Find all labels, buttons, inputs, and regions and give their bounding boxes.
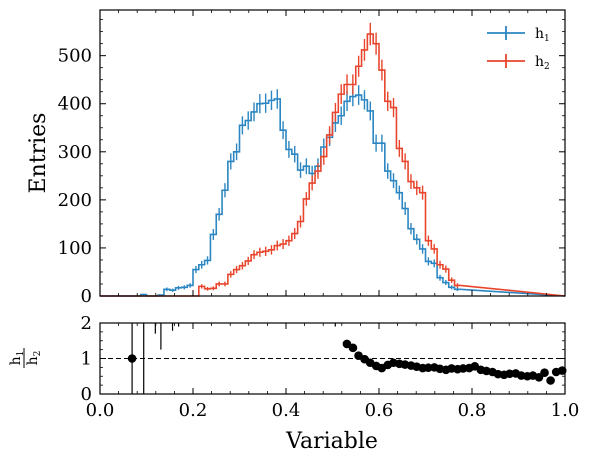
x-tick-label: 0.2: [179, 400, 208, 421]
ratio-point: [540, 368, 549, 378]
entries-axis-label: Entries: [26, 113, 51, 194]
series-1-step: [100, 94, 566, 297]
series-2-step: [100, 33, 566, 297]
ratio-y-tick-label: 2: [81, 313, 92, 334]
x-tick-label: 1.0: [551, 400, 580, 421]
ratio-panel: 012 0.0 0.2 0.4 0.6 0.8 1.0 Variable h1 h2: [8, 313, 579, 454]
legend: h1 h2: [487, 26, 550, 72]
ratio-axis-label: h1 h2: [8, 348, 43, 368]
svg-text:h2: h2: [25, 351, 43, 366]
y-tick-label: 300: [58, 142, 92, 163]
ratio-y-tick-label: 1: [81, 349, 92, 370]
legend-label-h2: h: [535, 54, 544, 70]
histogram-axes-frame: [99, 9, 566, 297]
ratio-denominator-sub: 2: [33, 351, 43, 357]
ratio-axes-frame: [99, 322, 566, 395]
x-tick-label: 0.8: [458, 400, 487, 421]
y-tick-label: 500: [58, 46, 92, 67]
legend-label-h2-sub: 2: [544, 62, 550, 72]
x-tick-label: 0.4: [272, 400, 301, 421]
ratio-y-tick-label: 0: [81, 384, 92, 405]
y-tick-label: 400: [58, 94, 92, 115]
ratio-point: [127, 354, 137, 363]
variable-axis-label: Variable: [285, 429, 378, 454]
x-tick-label: 0.6: [365, 400, 394, 421]
y-tick-label: 100: [58, 238, 92, 259]
ratio-point: [557, 366, 567, 375]
legend-label-h1: h: [535, 26, 544, 42]
svg-text:h1: h1: [8, 351, 26, 366]
legend-entry-h2: h2: [487, 54, 550, 72]
svg-text:h1: h1: [535, 26, 550, 44]
legend-label-h1-sub: 1: [544, 34, 550, 44]
x-tick-label: 0.0: [86, 400, 115, 421]
y-tick-label: 200: [58, 190, 92, 211]
y-tick-label: 0: [81, 286, 92, 307]
ratio-numerator-sub: 1: [16, 351, 26, 357]
ratio-numerator: h: [8, 356, 24, 365]
ratio-point: [546, 376, 555, 385]
ratio-point: [348, 343, 358, 353]
legend-entry-h1: h1: [487, 26, 550, 44]
ratio-denominator: h: [25, 356, 41, 365]
series-2: [100, 22, 566, 297]
series-1: [100, 85, 566, 297]
svg-text:h2: h2: [535, 54, 550, 72]
